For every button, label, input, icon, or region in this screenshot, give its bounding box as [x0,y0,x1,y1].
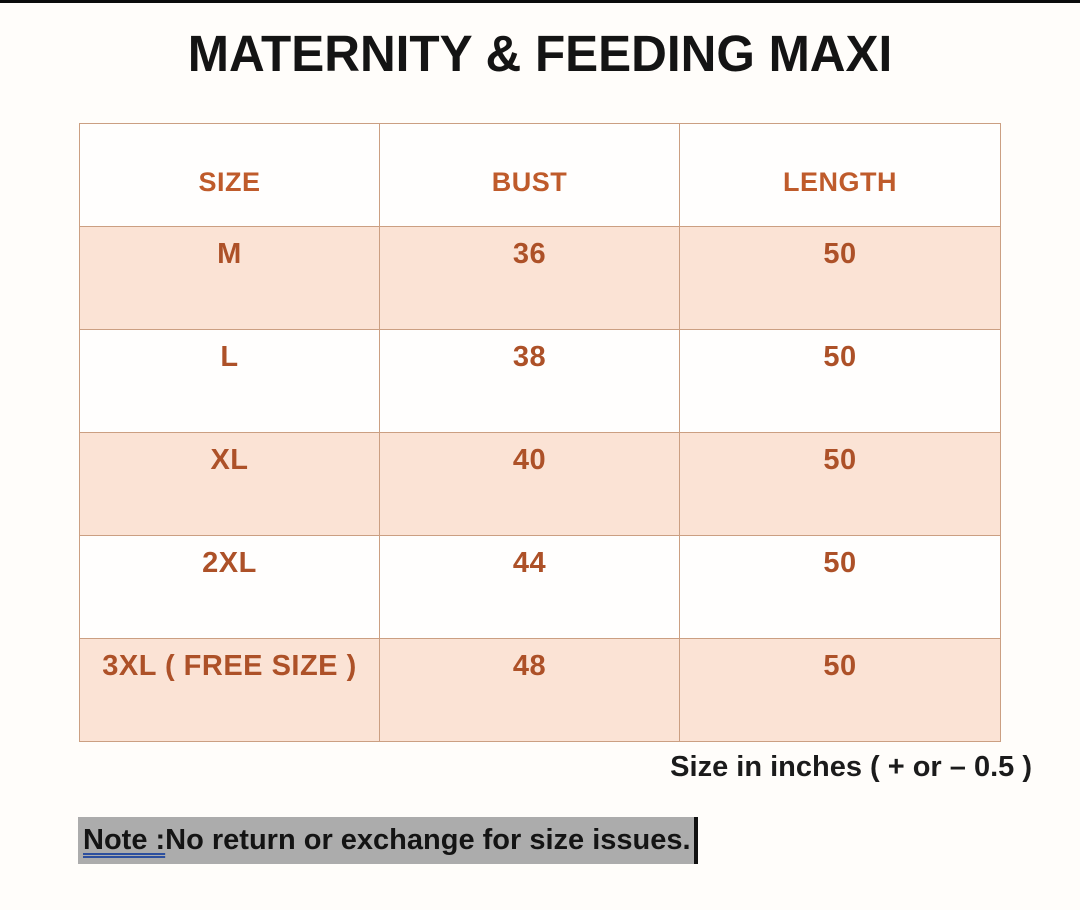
table-row: 2XL 44 50 [79,535,1001,639]
column-header-bust: BUST [379,123,680,227]
length-cell: 50 [679,432,1001,536]
bust-cell: 48 [379,638,680,742]
top-border-strip [0,0,1080,3]
size-chart-body: M 36 50 L 38 50 XL 40 50 2XL 44 50 3XL (… [79,226,1001,742]
size-chart-header: SIZE BUST LENGTH [79,123,1001,227]
bust-cell: 40 [379,432,680,536]
table-row: XL 40 50 [79,432,1001,536]
size-unit-note: Size in inches ( + or – 0.5 ) [670,751,1032,783]
header-row: SIZE BUST LENGTH [79,123,1001,227]
length-cell: 50 [679,535,1001,639]
table-row: L 38 50 [79,329,1001,433]
bust-cell: 38 [379,329,680,433]
page-title: MATERNITY & FEEDING MAXI [187,25,893,82]
bust-cell: 36 [379,226,680,330]
note-text: No return or exchange for size issues. [165,824,691,856]
size-cell: XL [79,432,380,536]
size-cell: 3XL ( FREE SIZE ) [79,638,380,742]
return-policy-note: Note : No return or exchange for size is… [78,817,698,864]
length-cell: 50 [679,226,1001,330]
bust-cell: 44 [379,535,680,639]
length-cell: 50 [679,638,1001,742]
column-header-size: SIZE [79,123,380,227]
table-row: M 36 50 [79,226,1001,330]
size-cell: 2XL [79,535,380,639]
size-chart-table: SIZE BUST LENGTH M 36 50 L 38 50 XL 40 5… [79,123,1001,742]
size-cell: L [79,329,380,433]
column-header-length: LENGTH [679,123,1001,227]
note-label: Note : [83,824,166,856]
length-cell: 50 [679,329,1001,433]
table-row: 3XL ( FREE SIZE ) 48 50 [79,638,1001,742]
size-cell: M [79,226,380,330]
